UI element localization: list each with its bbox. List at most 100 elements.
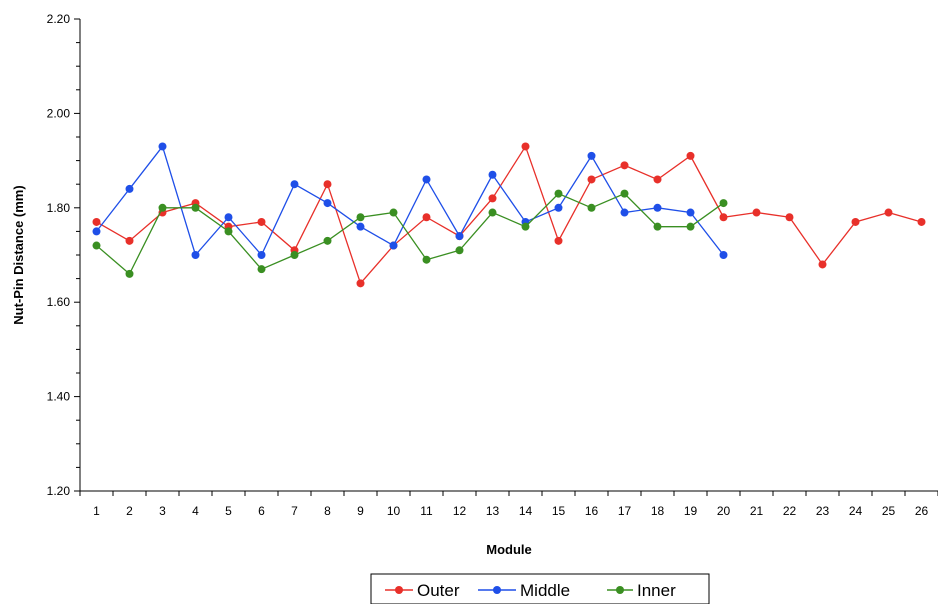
data-point-inner: [323, 236, 332, 245]
data-point-inner: [356, 213, 365, 222]
x-tick-label: 7: [291, 504, 298, 518]
x-tick-label: 8: [324, 504, 331, 518]
x-tick-label: 3: [159, 504, 166, 518]
data-point-outer: [851, 217, 860, 226]
x-tick-label: 26: [915, 504, 929, 518]
data-point-middle: [455, 232, 464, 241]
data-point-inner: [686, 222, 695, 231]
legend-marker-middle: [493, 586, 501, 594]
y-tick-label: 1.80: [47, 201, 71, 215]
data-point-middle: [290, 180, 299, 189]
x-tick-label: 6: [258, 504, 265, 518]
x-tick-label: 9: [357, 504, 364, 518]
data-point-inner: [587, 203, 596, 212]
x-tick-label: 4: [192, 504, 199, 518]
data-point-middle: [323, 199, 332, 208]
data-point-outer: [587, 175, 596, 184]
x-tick-label: 18: [651, 504, 665, 518]
x-tick-label: 20: [717, 504, 731, 518]
data-point-inner: [158, 203, 167, 212]
data-point-middle: [191, 251, 200, 259]
data-point-outer: [719, 213, 728, 222]
x-tick-label: 10: [387, 504, 401, 518]
data-point-middle: [620, 208, 629, 217]
data-point-inner: [488, 208, 497, 217]
legend-box: [370, 573, 710, 604]
x-tick-label: 23: [816, 504, 830, 518]
x-tick-label: 22: [783, 504, 797, 518]
data-point-outer: [620, 161, 629, 170]
series-outer: [92, 142, 926, 288]
x-tick-label: 11: [420, 504, 433, 518]
x-axis-title: Module: [486, 542, 532, 557]
data-point-inner: [719, 199, 728, 208]
data-point-inner: [125, 269, 134, 278]
series-line-outer: [96, 144, 922, 285]
legend-marker-inner: [616, 586, 624, 594]
data-point-inner: [92, 241, 101, 250]
data-point-middle: [554, 203, 563, 212]
data-point-outer: [422, 213, 431, 222]
data-point-outer: [818, 260, 827, 269]
axes: [79, 19, 938, 492]
y-tick-label: 1.20: [47, 484, 71, 498]
data-point-middle: [653, 203, 662, 212]
x-tick-label: 17: [618, 504, 632, 518]
y-tick-group: 1.20 1.40 1.60 1.80 2.00 2.20: [47, 12, 80, 498]
y-tick-label: 1.40: [47, 390, 71, 404]
data-point-inner: [620, 189, 629, 198]
x-tick-label: 15: [552, 504, 566, 518]
data-point-inner: [521, 222, 530, 231]
x-tick-label: 1: [93, 504, 100, 518]
x-tick-label: 14: [519, 504, 533, 518]
legend-label-middle: Middle: [520, 581, 570, 600]
legend-label-inner: Inner: [637, 581, 676, 600]
data-point-outer: [917, 217, 926, 226]
data-point-outer: [92, 217, 101, 226]
series-middle: [92, 142, 728, 259]
data-point-middle: [587, 151, 596, 160]
data-point-middle: [719, 251, 728, 259]
x-tick-label: 19: [684, 504, 698, 518]
data-point-outer: [785, 213, 794, 222]
series-line-middle: [95, 145, 725, 257]
x-tick-label: 2: [126, 504, 133, 518]
y-tick-label: 1.60: [47, 295, 71, 309]
y-tick-label: 2.00: [47, 106, 71, 120]
data-point-inner: [224, 227, 233, 236]
data-point-middle: [257, 251, 266, 259]
data-point-middle: [422, 175, 431, 184]
data-point-middle: [224, 213, 233, 222]
legend-label-outer: Outer: [417, 581, 460, 600]
data-point-inner: [257, 265, 266, 274]
legend-marker-outer: [395, 586, 403, 594]
data-point-outer: [521, 142, 530, 151]
y-tick-label: 2.20: [47, 12, 71, 26]
series-inner: [92, 189, 728, 278]
data-point-inner: [191, 203, 200, 212]
y-axis-title: Nut-Pin Distance (mm): [11, 185, 26, 324]
x-tick-label: 21: [750, 504, 764, 518]
data-point-outer: [686, 151, 695, 160]
data-point-middle: [158, 142, 167, 151]
x-tick-label: 25: [882, 504, 896, 518]
x-tick-label: 12: [453, 504, 467, 518]
data-point-inner: [422, 255, 431, 264]
data-point-inner: [653, 222, 662, 231]
series-line-inner: [96, 192, 724, 275]
data-point-outer: [125, 236, 134, 245]
data-point-outer: [323, 180, 332, 189]
data-point-middle: [125, 184, 134, 193]
data-point-outer: [554, 236, 563, 245]
data-point-inner: [389, 208, 398, 217]
data-point-inner: [554, 189, 563, 198]
x-tick-label: 13: [486, 504, 500, 518]
legend: Outer Middle Inner: [370, 573, 710, 604]
data-point-outer: [356, 279, 365, 288]
data-point-middle: [356, 222, 365, 231]
x-tick-label: 16: [585, 504, 599, 518]
data-point-middle: [92, 227, 101, 236]
data-point-outer: [257, 217, 266, 226]
data-point-outer: [488, 194, 497, 203]
